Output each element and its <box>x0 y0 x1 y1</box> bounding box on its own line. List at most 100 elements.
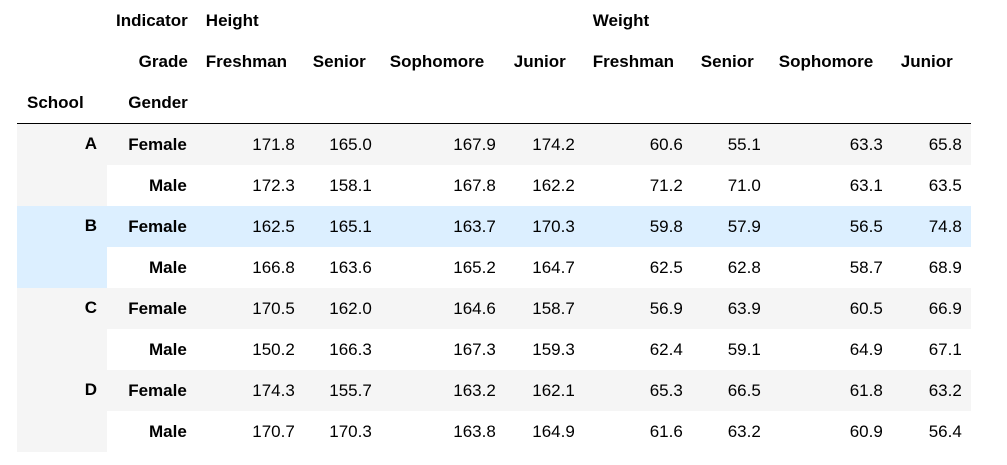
dataframe-container: Indicator Height Weight Grade Freshman S… <box>17 0 971 452</box>
value-cell: 61.8 <box>769 370 892 411</box>
value-cell: 162.2 <box>504 165 584 206</box>
school-index-cell: D <box>17 370 107 452</box>
value-cell: 164.6 <box>380 288 505 329</box>
value-cell: 56.9 <box>583 288 692 329</box>
school-index-cell: C <box>17 288 107 370</box>
gender-index-cell: Male <box>107 329 197 370</box>
value-cell: 162.5 <box>196 206 304 247</box>
table-row[interactable]: Male 172.3 158.1 167.8 162.2 71.2 71.0 63.1 63.5 <box>17 165 971 206</box>
value-cell: 165.2 <box>380 247 505 288</box>
value-cell: 66.9 <box>891 288 971 329</box>
table-row[interactable]: A Female 171.8 165.0 167.9 174.2 60.6 55.1 63.3 6… <box>17 123 971 206</box>
value-cell: 167.3 <box>380 329 505 370</box>
value-cell: 159.3 <box>504 329 584 370</box>
value-cell: 170.5 <box>196 288 304 329</box>
column-group-header: Weight <box>583 0 971 41</box>
value-cell: 65.8 <box>891 123 971 165</box>
column-header: Freshman <box>196 41 304 82</box>
gender-index-cell: Female <box>107 123 197 165</box>
value-cell: 62.4 <box>583 329 692 370</box>
value-cell: 58.7 <box>769 247 892 288</box>
value-cell: 163.6 <box>303 247 381 288</box>
gender-index-cell: Female <box>107 288 197 329</box>
gender-index-cell: Male <box>107 247 197 288</box>
column-level-name: Indicator <box>107 0 197 41</box>
header-row-grade: Grade Freshman Senior Sophomore Junior F… <box>17 41 971 82</box>
value-cell: 63.1 <box>769 165 892 206</box>
gender-index-cell: Male <box>107 165 197 206</box>
value-cell: 63.5 <box>891 165 971 206</box>
value-cell: 163.7 <box>380 206 505 247</box>
value-cell: 71.0 <box>691 165 770 206</box>
value-cell: 62.8 <box>691 247 770 288</box>
value-cell: 59.1 <box>691 329 770 370</box>
value-cell: 162.0 <box>303 288 381 329</box>
value-cell: 68.9 <box>891 247 971 288</box>
value-cell: 165.0 <box>303 123 381 165</box>
header-row-index-names: School Gender <box>17 82 971 124</box>
value-cell: 164.9 <box>504 411 584 452</box>
value-cell: 170.3 <box>504 206 584 247</box>
dataframe-table: Indicator Height Weight Grade Freshman S… <box>17 0 971 452</box>
table-header: Indicator Height Weight Grade Freshman S… <box>17 0 971 124</box>
value-cell: 150.2 <box>196 329 304 370</box>
value-cell: 55.1 <box>691 123 770 165</box>
value-cell: 163.8 <box>380 411 505 452</box>
header-row-indicator: Indicator Height Weight <box>17 0 971 41</box>
value-cell: 74.8 <box>891 206 971 247</box>
index-name: School <box>17 82 107 124</box>
value-cell: 171.8 <box>196 123 304 165</box>
column-level-name: Grade <box>107 41 197 82</box>
value-cell: 67.1 <box>891 329 971 370</box>
column-header: Senior <box>303 41 381 82</box>
table-row[interactable]: B Female 162.5 165.1 163.7 170.3 59.8 57.9 56.5 7… <box>17 206 971 288</box>
value-cell: 62.5 <box>583 247 692 288</box>
value-cell: 166.8 <box>196 247 304 288</box>
value-cell: 170.7 <box>196 411 304 452</box>
value-cell: 155.7 <box>303 370 381 411</box>
value-cell: 60.5 <box>769 288 892 329</box>
column-header: Junior <box>504 41 584 82</box>
column-header: Freshman <box>583 41 692 82</box>
table-row[interactable]: Male 166.8 163.6 165.2 164.7 62.5 62.8 58.7 68.9 <box>17 247 971 288</box>
index-name: Gender <box>107 82 197 124</box>
value-cell: 165.1 <box>303 206 381 247</box>
value-cell: 167.8 <box>380 165 505 206</box>
column-header: Senior <box>691 41 770 82</box>
value-cell: 60.6 <box>583 123 692 165</box>
value-cell: 60.9 <box>769 411 892 452</box>
gender-index-cell: Male <box>107 411 197 452</box>
value-cell: 162.1 <box>504 370 584 411</box>
column-header: Junior <box>891 41 971 82</box>
column-header: Sophomore <box>769 41 892 82</box>
value-cell: 56.4 <box>891 411 971 452</box>
table-row[interactable]: Male 150.2 166.3 167.3 159.3 62.4 59.1 64.9 67.1 <box>17 329 971 370</box>
table-row[interactable]: Male 170.7 170.3 163.8 164.9 61.6 63.2 60.9 56.4 <box>17 411 971 452</box>
school-index-cell: B <box>17 206 107 288</box>
value-cell: 172.3 <box>196 165 304 206</box>
value-cell: 59.8 <box>583 206 692 247</box>
table-row[interactable]: C Female 170.5 162.0 164.6 158.7 56.9 63.9 60.5 6… <box>17 288 971 370</box>
table-row[interactable]: D Female 174.3 155.7 163.2 162.1 65.3 66.5 61.8 6… <box>17 370 971 452</box>
value-cell: 174.3 <box>196 370 304 411</box>
gender-index-cell: Female <box>107 370 197 411</box>
gender-index-cell: Female <box>107 206 197 247</box>
value-cell: 170.3 <box>303 411 381 452</box>
value-cell: 63.3 <box>769 123 892 165</box>
column-header: Sophomore <box>380 41 505 82</box>
value-cell: 71.2 <box>583 165 692 206</box>
value-cell: 164.7 <box>504 247 584 288</box>
value-cell: 66.5 <box>691 370 770 411</box>
value-cell: 167.9 <box>380 123 505 165</box>
value-cell: 64.9 <box>769 329 892 370</box>
value-cell: 174.2 <box>504 123 584 165</box>
value-cell: 166.3 <box>303 329 381 370</box>
table-body: A Female 171.8 165.0 167.9 174.2 60.6 55.1 63.3 6… <box>17 123 971 452</box>
school-index-cell: A <box>17 123 107 206</box>
value-cell: 163.2 <box>380 370 505 411</box>
value-cell: 63.9 <box>691 288 770 329</box>
value-cell: 63.2 <box>691 411 770 452</box>
value-cell: 63.2 <box>891 370 971 411</box>
value-cell: 57.9 <box>691 206 770 247</box>
value-cell: 158.7 <box>504 288 584 329</box>
